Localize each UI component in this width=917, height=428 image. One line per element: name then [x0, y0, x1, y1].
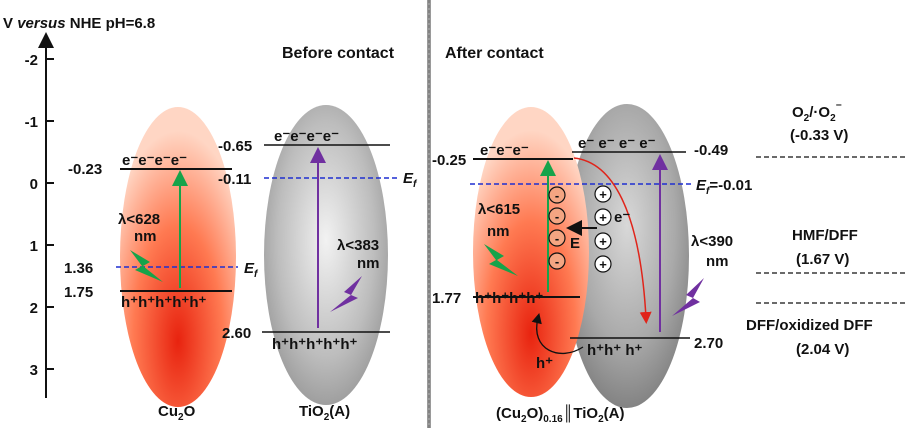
tick-label: -2 — [25, 52, 38, 69]
hetero-lambda-cu: λ<615 — [478, 201, 520, 218]
energy-axis: V versus NHE pH=6.8 -2 -1 0 1 2 3 — [3, 15, 155, 398]
redox-hmf-value: (1.67 V) — [796, 251, 849, 268]
tio2-holes: h⁺h⁺h⁺h⁺h⁺ — [272, 336, 357, 353]
lightning-icon — [484, 244, 518, 276]
redox-hmf-label: HMF/DFF — [792, 227, 858, 244]
cu2o-electrons: e⁻e⁻e⁻e⁻ — [122, 152, 187, 169]
tio2-cb-value: -0.65 — [218, 138, 252, 155]
redox-o2-label: O2/·O2⁻ — [792, 100, 842, 124]
tio2-ef-label: Ef — [403, 170, 418, 190]
hetero-cu-cb-value: -0.25 — [432, 152, 466, 169]
svg-text:+: + — [599, 234, 607, 249]
tio2-lambda-unit: nm — [357, 255, 380, 272]
cu2o-cb-value: -0.23 — [68, 161, 102, 178]
before-contact-title: Before contact — [282, 45, 395, 62]
tick-label: 0 — [30, 176, 38, 193]
tick-label: 1 — [30, 238, 38, 255]
positive-charges: + + + + — [594, 185, 612, 273]
electron-transfer-label: e⁻ — [614, 209, 630, 226]
cu2o-holes: h⁺h⁺h⁺h⁺h⁺ — [121, 294, 206, 311]
lightning-icon — [130, 250, 163, 282]
hetero-cu-electrons: e⁻e⁻e⁻ — [480, 142, 529, 159]
hetero-lambda-ti-unit: nm — [706, 253, 729, 270]
hetero-ti-holes: h⁺h⁺ h⁺ — [587, 342, 642, 359]
hetero-lambda-cu-unit: nm — [487, 223, 510, 240]
svg-text:+: + — [599, 257, 607, 272]
cu2o-lambda-unit: nm — [134, 228, 157, 245]
cu2o-ef-label: Ef — [244, 260, 259, 280]
tio2-electrons: e⁻e⁻e⁻e⁻ — [274, 128, 339, 145]
lightning-icon — [330, 276, 362, 312]
svg-text:-: - — [555, 254, 559, 269]
cu2o-name: Cu2O — [158, 403, 196, 423]
redox-dff-label: DFF/oxidized DFF — [746, 317, 873, 334]
hetero-tio2-particle — [565, 104, 689, 408]
axis-title: V versus NHE pH=6.8 — [3, 15, 155, 32]
tick-label: 2 — [30, 300, 38, 317]
internal-field-label: E — [570, 235, 580, 252]
hetero-ef-label: Ef=-0.01 — [696, 177, 752, 197]
hole-transfer-label: h⁺ — [536, 355, 553, 372]
redox-dff-value: (2.04 V) — [796, 341, 849, 358]
tio2-lambda: λ<383 — [337, 237, 379, 254]
svg-text:-: - — [555, 188, 559, 203]
tio2-particle — [264, 105, 388, 405]
after-contact-title: After contact — [445, 45, 544, 62]
hetero-ti-cb-value: -0.49 — [694, 142, 728, 159]
tio2-ef-value: -0.11 — [218, 171, 251, 188]
cu2o-vb-value: 1.75 — [64, 284, 93, 301]
hetero-ti-electrons: e⁻ e⁻ e⁻ e⁻ — [578, 135, 656, 152]
tick-label: 3 — [30, 362, 38, 379]
tio2-band: e⁻e⁻e⁻e⁻ h⁺h⁺h⁺h⁺h⁺ -0.65 -0.11 2.60 Ef … — [218, 105, 418, 423]
svg-text:+: + — [599, 187, 607, 202]
redox-o2-value: (-0.33 V) — [790, 127, 848, 144]
hetero-lambda-ti: λ<390 — [691, 233, 733, 250]
cu2o-band: e⁻e⁻e⁻e⁻ h⁺h⁺h⁺h⁺h⁺ -0.23 1.36 1.75 Ef λ… — [64, 107, 259, 423]
hole-transfer-arrow — [531, 312, 584, 355]
heterojunction-band: e⁻e⁻e⁻ e⁻ e⁻ e⁻ e⁻ h⁺h⁺h⁺h⁺ h⁺h⁺ h⁺ -0.2… — [432, 104, 752, 425]
svg-text:-: - — [555, 231, 559, 246]
negative-charges: - - - - — [548, 186, 566, 270]
tio2-name: TiO2(A) — [299, 403, 350, 423]
cu2o-ef-value: 1.36 — [64, 260, 93, 277]
svg-text:-: - — [555, 209, 559, 224]
cu2o-particle — [120, 107, 236, 407]
panel-divider — [427, 0, 431, 428]
tick-label: -1 — [25, 114, 38, 131]
hetero-cu-holes: h⁺h⁺h⁺h⁺ — [475, 290, 543, 307]
hetero-name: (Cu2O)0.16║TiO2(A) — [496, 404, 624, 425]
lightning-icon — [672, 278, 704, 316]
electron-transfer-arrow — [573, 157, 652, 324]
redox-potentials: O2/·O2⁻ (-0.33 V) HMF/DFF (1.67 V) DFF/o… — [746, 100, 908, 358]
hetero-ti-vb-value: 2.70 — [694, 335, 723, 352]
hetero-cu2o-particle — [473, 107, 589, 397]
svg-text:+: + — [599, 210, 607, 225]
tio2-vb-value: 2.60 — [222, 325, 251, 342]
hetero-cu-vb-value: 1.77 — [432, 290, 461, 307]
cu2o-lambda: λ<628 — [118, 211, 160, 228]
